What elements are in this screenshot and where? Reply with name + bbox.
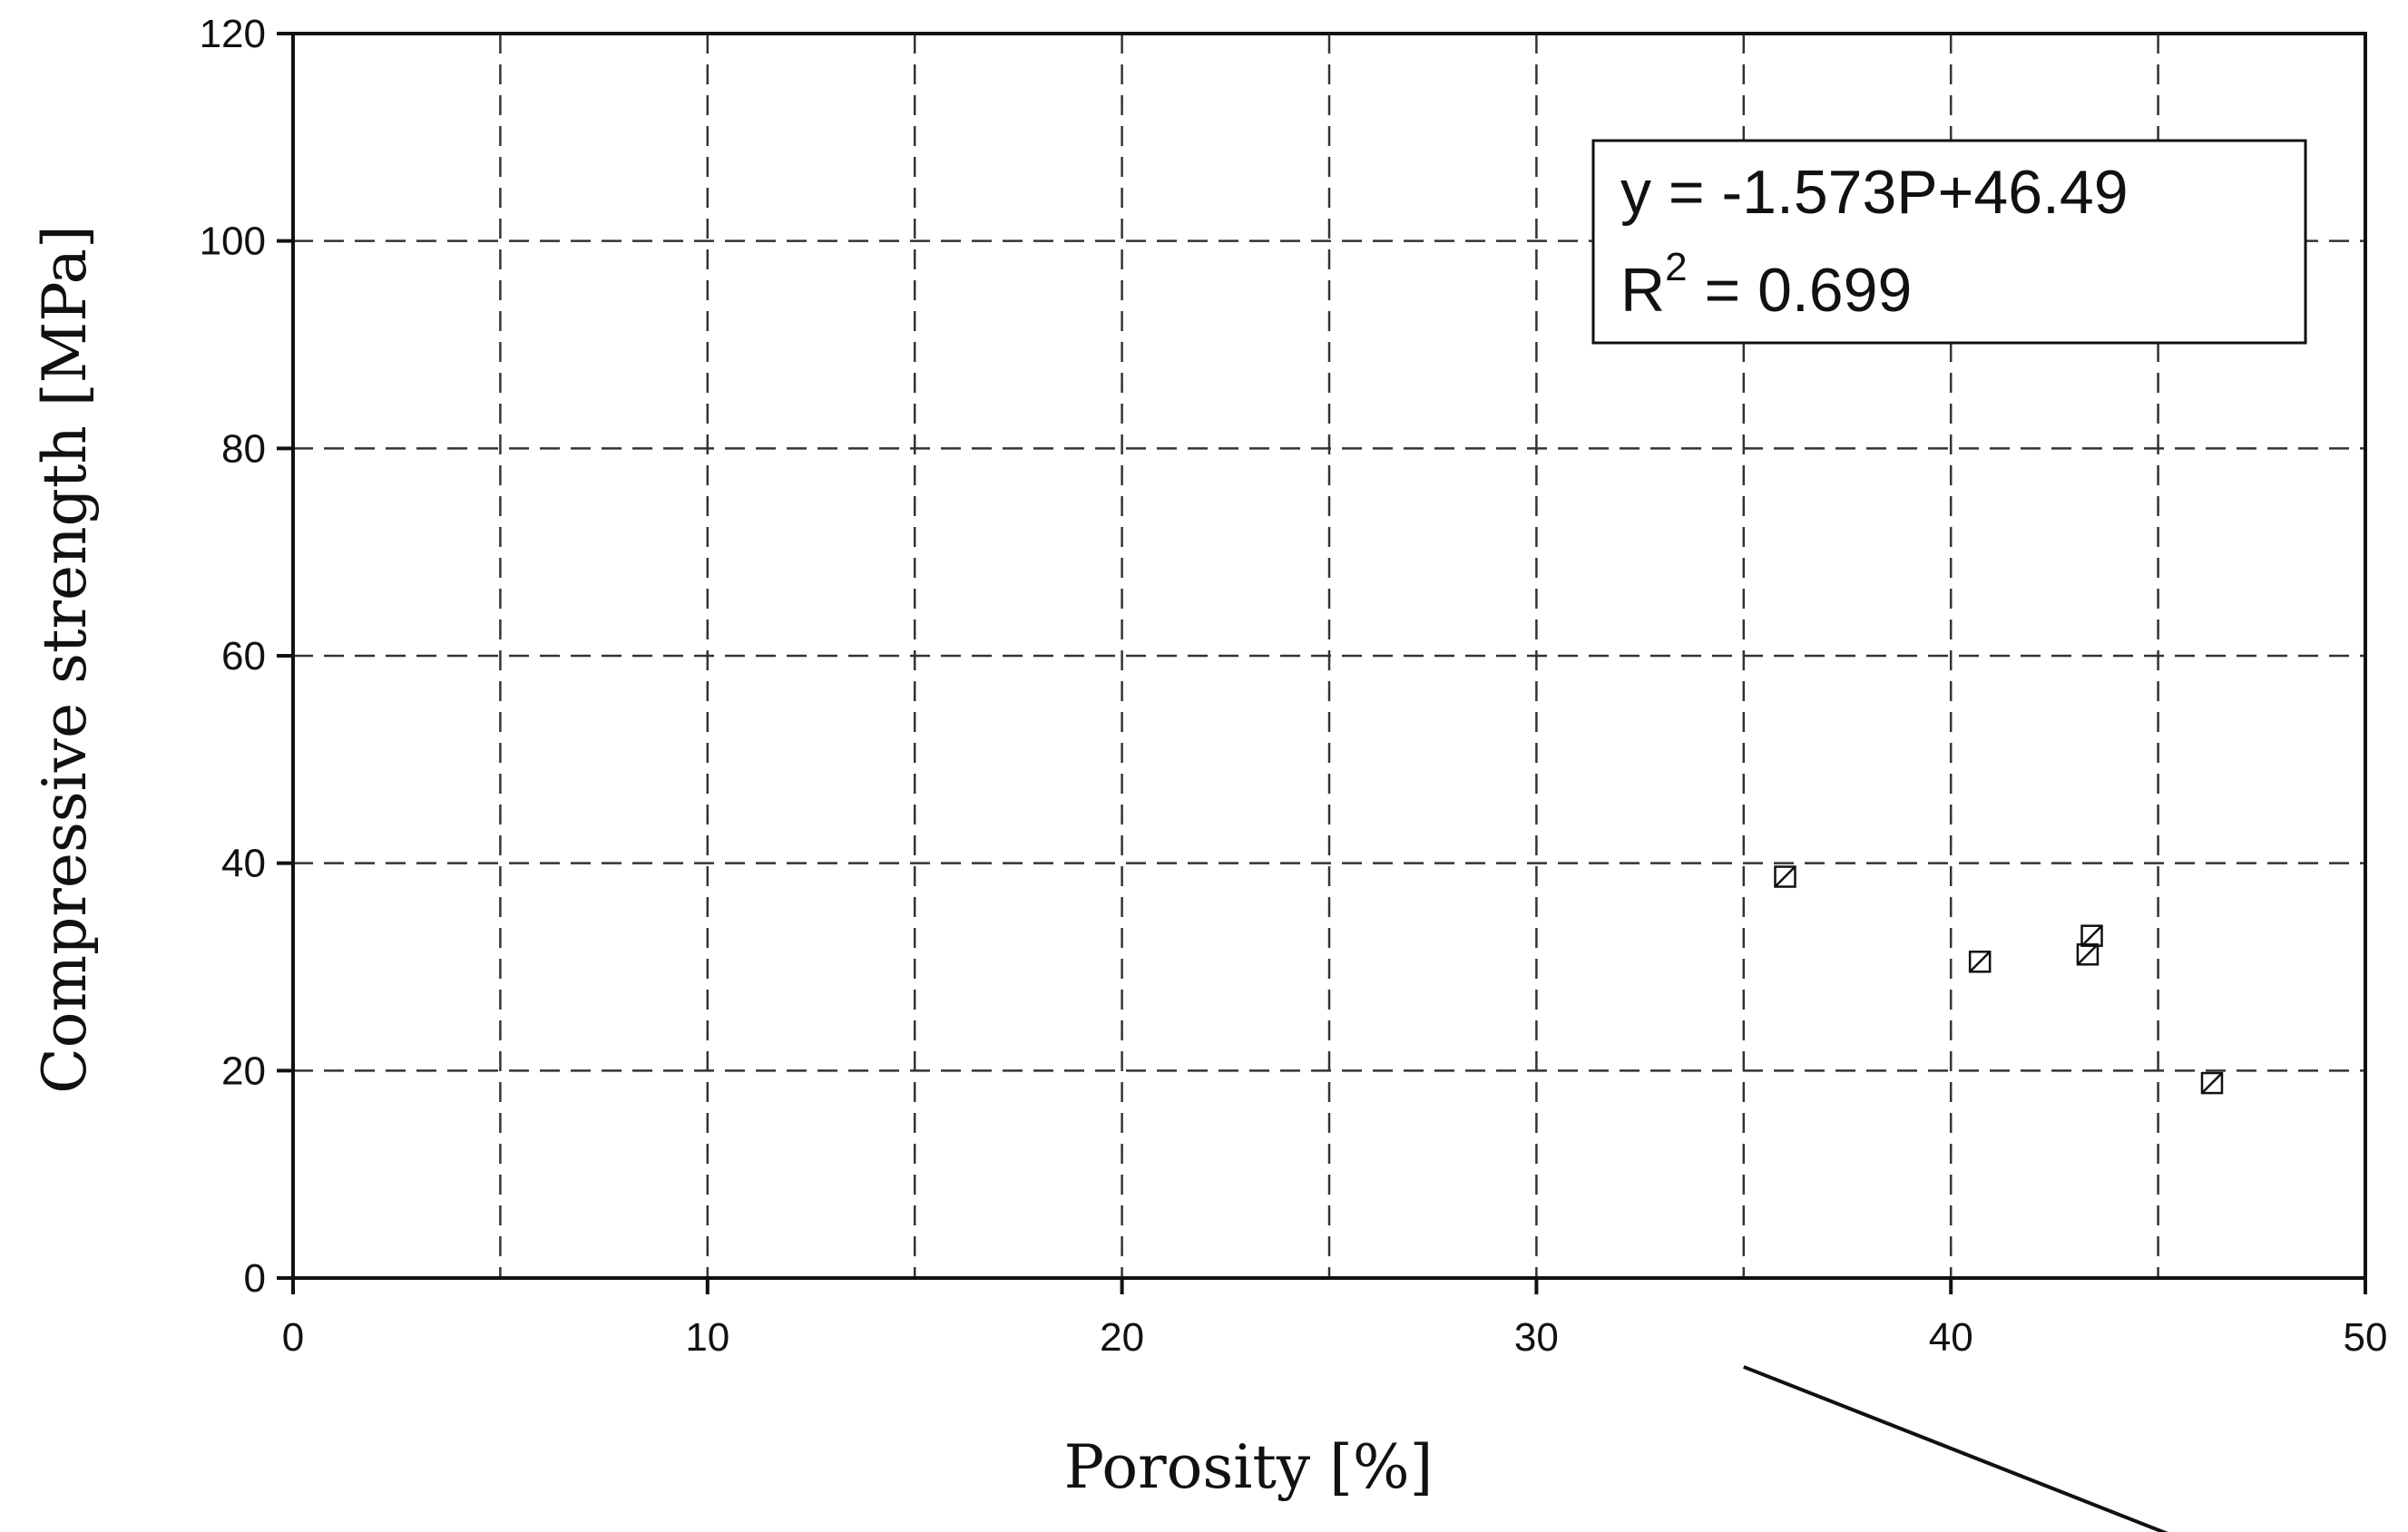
data-point-diagonal [1774,865,1796,888]
y-axis-title: Compressive strength [MPa] [30,225,100,1093]
data-point-square [2200,1071,2224,1095]
data-point [2200,1071,2224,1095]
r-squared-prefix: R [1620,256,1665,325]
grid-layer [293,34,2365,1278]
data-point [2080,924,2103,947]
y-tick-label: 80 [221,426,266,471]
data-series [1743,865,2224,1532]
data-point [1774,865,1796,888]
equation-label: y = -1.573P+46.49 [1620,158,2129,227]
r-squared-exponent: 2 [1665,245,1687,289]
x-axis-title: Porosity [%] [1064,1432,1434,1502]
data-point-square [1774,865,1796,888]
x-tick-label: 30 [1514,1315,1559,1360]
data-point [2076,943,2100,966]
data-point-square [2080,924,2103,947]
data-point-diagonal [2077,943,2099,966]
y-tick-label: 40 [221,842,266,886]
y-tick-label: 60 [221,634,266,678]
data-point [1968,951,1992,973]
equation-box: y = -1.573P+46.49 R2 = 0.699 [1591,139,2307,345]
trendline [1743,1365,2168,1532]
data-point-diagonal [1969,951,1992,973]
x-tick-label: 20 [1100,1315,1144,1360]
axes: 0 10 20 30 40 50 0 20 40 60 80 100 120 [200,12,2388,1360]
y-tick-label: 20 [221,1049,266,1093]
equation-box-frame [1591,139,2307,345]
x-tick-label: 40 [1929,1315,1973,1360]
data-point-diagonal [2080,924,2103,947]
data-point-square [1968,951,1992,973]
x-tick-label: 0 [282,1315,304,1360]
x-tick-label: 50 [2344,1315,2388,1360]
data-point-square [2076,943,2100,966]
y-tick-label: 100 [200,220,266,264]
y-tick-label: 120 [200,12,266,56]
r-squared-label: R2 = 0.699 [1620,245,1912,325]
y-tick-label: 0 [244,1256,266,1301]
x-tick-label: 10 [685,1315,729,1360]
data-point-diagonal [2201,1072,2223,1094]
r-squared-value: = 0.699 [1688,256,1913,325]
